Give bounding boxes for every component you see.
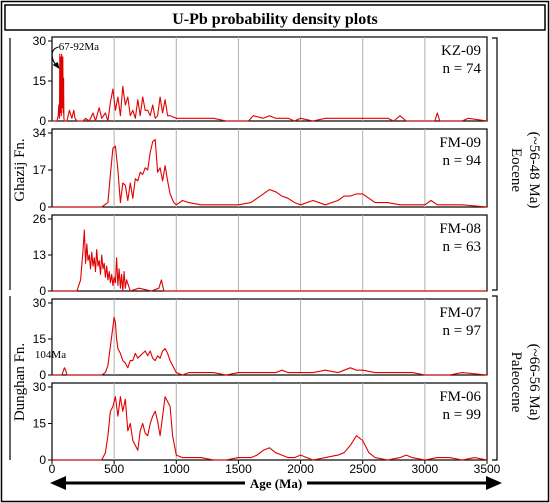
panel-frame bbox=[51, 382, 488, 461]
density-curve bbox=[52, 396, 488, 461]
y-tick-label: 15 bbox=[33, 74, 47, 88]
sample-count: n = 97 bbox=[443, 323, 482, 339]
annotation-label: 67-92Ma bbox=[59, 41, 99, 53]
eocene-label: Eocene bbox=[508, 148, 524, 192]
y-tick-label: 17 bbox=[33, 163, 47, 177]
y-tick-label: 30 bbox=[33, 380, 47, 394]
sample-count: n = 74 bbox=[443, 61, 482, 77]
panel-frame bbox=[51, 298, 488, 376]
x-tick-label: 1500 bbox=[225, 462, 252, 476]
figure-title: U-Pb probability density plots bbox=[172, 11, 378, 28]
y-tick-label: 34 bbox=[33, 126, 47, 140]
panel-frame bbox=[51, 128, 488, 208]
y-tick-label: 13 bbox=[33, 248, 47, 262]
sample-name: FM-07 bbox=[439, 305, 481, 321]
panel-fm-06: 0 15 30 FM-06 n = 99 bbox=[33, 380, 488, 467]
y-tick-label: 26 bbox=[33, 212, 47, 226]
ghazij-label: Ghazij Fn. bbox=[12, 138, 28, 201]
eocene-bracket bbox=[492, 37, 498, 291]
panel-kz-09: 0 15 30 KZ-09 n = 74 67-92Ma bbox=[33, 34, 488, 128]
x-axis-ticks: 0 500 1000 1500 2000 2500 3000 3500 bbox=[49, 460, 501, 476]
x-axis-label-bg bbox=[245, 474, 307, 492]
annotation-label: 104Ma bbox=[35, 349, 66, 361]
sample-name: KZ-09 bbox=[441, 43, 481, 59]
density-curve bbox=[52, 316, 488, 376]
sample-count: n = 94 bbox=[443, 153, 482, 169]
x-tick-label: 2000 bbox=[287, 462, 314, 476]
y-tick-label: 0 bbox=[39, 284, 46, 298]
panel-fm-07: 0 15 30 FM-07 n = 97 104Ma bbox=[33, 296, 488, 382]
sample-name: FM-06 bbox=[439, 389, 481, 405]
x-tick-label: 1000 bbox=[163, 462, 190, 476]
x-tick-label: 3000 bbox=[412, 462, 439, 476]
density-curve bbox=[52, 229, 487, 292]
y-tick-label: 0 bbox=[39, 200, 46, 214]
paleocene-bracket bbox=[492, 295, 498, 461]
x-tick-label: 2500 bbox=[349, 462, 376, 476]
paleocene-age-label: (~66-56 Ma) bbox=[526, 344, 542, 421]
x-axis-label: Age (Ma) bbox=[250, 476, 302, 491]
y-tick-label: 15 bbox=[33, 332, 47, 346]
dunghan-label: Dunghan Fn. bbox=[12, 343, 28, 421]
title-box bbox=[4, 4, 546, 31]
x-tick-label: 500 bbox=[104, 462, 124, 476]
y-tick-label: 0 bbox=[39, 114, 46, 128]
x-tick-label: 3500 bbox=[474, 462, 501, 476]
panel-fm-08: 0 13 26 FM-08 n = 63 bbox=[33, 212, 488, 298]
x-tick-label: 0 bbox=[49, 462, 56, 476]
y-tick-label: 0 bbox=[39, 453, 46, 467]
sample-count: n = 99 bbox=[443, 407, 481, 423]
sample-name: FM-08 bbox=[439, 221, 481, 237]
density-curve bbox=[52, 53, 488, 122]
y-tick-label: 30 bbox=[33, 296, 47, 310]
panel-fm-09: 0 17 34 FM-09 n = 94 bbox=[33, 126, 488, 214]
eocene-age-label: (~56-48 Ma) bbox=[526, 132, 542, 209]
annotation-arrowhead bbox=[52, 62, 60, 69]
density-curve bbox=[52, 138, 488, 208]
y-tick-label: 30 bbox=[33, 34, 47, 48]
sample-name: FM-09 bbox=[439, 135, 481, 151]
sample-count: n = 63 bbox=[443, 239, 481, 255]
y-tick-label: 0 bbox=[39, 368, 46, 382]
y-tick-label: 15 bbox=[33, 417, 47, 431]
panel-frame bbox=[51, 36, 488, 122]
paleocene-label: Paleocene bbox=[508, 352, 524, 413]
